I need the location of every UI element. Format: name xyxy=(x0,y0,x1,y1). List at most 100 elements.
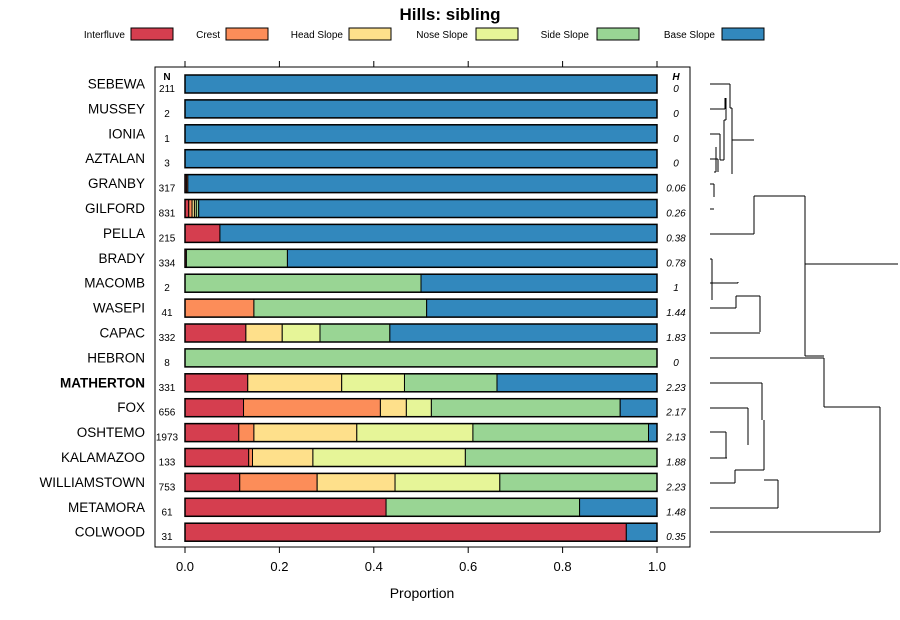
x-tick-label: 0.2 xyxy=(270,559,288,574)
legend-label: Base Slope xyxy=(664,30,716,41)
bar-segment xyxy=(319,323,391,343)
row-h-value: 0 xyxy=(673,159,679,170)
bar-outline xyxy=(184,348,658,368)
bar-segment xyxy=(316,472,396,492)
row-h-value: 1 xyxy=(673,283,679,294)
row-h-value: 1.44 xyxy=(666,308,686,319)
bar-segment xyxy=(239,472,318,492)
row-label: AZTALAN xyxy=(85,151,145,166)
bar-segment xyxy=(426,298,658,318)
row-h-value: 0 xyxy=(673,84,679,95)
row-label: WASEPI xyxy=(93,301,145,316)
bar-segment xyxy=(184,522,627,542)
row-n-value: 1973 xyxy=(156,433,179,444)
bar-segment xyxy=(184,149,658,169)
legend-swatch xyxy=(475,27,519,41)
row-n-value: 211 xyxy=(159,84,175,95)
row-h-value: 2.13 xyxy=(665,433,686,444)
legend-swatch xyxy=(596,27,640,41)
bar-outline xyxy=(184,173,658,194)
row-n-value: 656 xyxy=(159,408,176,419)
chart-rows: SEBEWA 211 0 MUSSEY 2 0 IONIA 1 0 AZTALAN 3 0 GRANBY… xyxy=(39,74,686,543)
bar-outline xyxy=(184,124,658,144)
bar-segment xyxy=(579,497,658,517)
bar-segment xyxy=(184,74,658,94)
row-h-value: 2.23 xyxy=(665,482,686,493)
x-tick-label: 0.6 xyxy=(459,559,477,574)
row-label: MATHERTON xyxy=(60,375,145,390)
bar-segment xyxy=(405,398,432,418)
x-axis: 0.0 0.2 0.4 0.6 0.8 1.0 xyxy=(176,61,666,574)
bar-segment xyxy=(403,373,498,393)
row-h-value: 1.48 xyxy=(666,507,686,518)
row-label: GRANBY xyxy=(88,176,145,191)
bar-segment xyxy=(184,273,422,293)
row-n-value: 133 xyxy=(159,458,176,469)
row-n-value: 332 xyxy=(159,333,176,344)
legend-swatch xyxy=(721,27,765,41)
bar-segment xyxy=(394,472,501,492)
row-n-value: 215 xyxy=(159,233,176,244)
x-axis-label: Proportion xyxy=(390,585,455,601)
legend-label: Nose Slope xyxy=(416,30,468,41)
row-h-value: 0.06 xyxy=(666,184,686,195)
chart-title: Hills: sibling xyxy=(399,5,500,24)
bar-segment xyxy=(248,448,253,467)
bar-segment xyxy=(648,423,658,443)
row-n-value: 2 xyxy=(164,109,170,120)
bar-segment xyxy=(341,373,405,393)
row-h-value: 1.83 xyxy=(666,333,686,344)
bar-segment xyxy=(184,298,255,318)
row-n-value: 61 xyxy=(161,507,173,518)
bar-segment xyxy=(251,448,314,467)
bar-outline xyxy=(184,248,658,269)
row-n-value: 31 xyxy=(161,532,173,543)
bar-segment xyxy=(184,472,241,492)
bar-segment xyxy=(420,273,658,293)
row-n-value: 317 xyxy=(159,184,176,195)
x-tick-label: 0.0 xyxy=(176,559,194,574)
row-label: METAMORA xyxy=(68,500,145,515)
bar-outline xyxy=(184,99,658,119)
bar-segment xyxy=(238,423,255,443)
bar-outline xyxy=(184,323,658,343)
bar-segment xyxy=(379,398,407,418)
row-label: COLWOOD xyxy=(75,525,145,540)
bar-outline xyxy=(184,397,658,418)
row-label: WILLIAMSTOWN xyxy=(39,475,145,490)
x-tick-label: 1.0 xyxy=(648,559,666,574)
row-n-value: 2 xyxy=(164,283,170,294)
bar-outline xyxy=(184,198,658,219)
row-h-value: 2.23 xyxy=(665,383,686,394)
row-h-value: 0.38 xyxy=(666,233,686,244)
bar-segment xyxy=(184,99,658,119)
row-label: CAPAC xyxy=(99,326,145,341)
n-column-header: N xyxy=(163,72,170,83)
x-tick-label: 0.8 xyxy=(554,559,572,574)
legend-label: Side Slope xyxy=(541,30,590,41)
bar-segment xyxy=(430,398,621,418)
legend: Interfluve Crest Head Slope Nose Slope Side … xyxy=(84,27,765,41)
row-h-value: 0 xyxy=(673,109,679,120)
row-h-value: 0 xyxy=(673,358,679,369)
row-label: MUSSEY xyxy=(88,101,145,116)
bar-segment xyxy=(625,522,658,542)
legend-swatch xyxy=(130,27,174,41)
bar-segment xyxy=(187,174,658,194)
plot-frame xyxy=(154,66,691,548)
bar-outline xyxy=(184,447,658,468)
bar-segment xyxy=(184,124,658,144)
legend-swatch xyxy=(225,27,269,41)
bar-segment xyxy=(219,223,658,243)
bar-outline xyxy=(184,522,658,542)
bar-segment xyxy=(385,497,581,517)
row-n-value: 831 xyxy=(159,209,176,220)
bar-segment xyxy=(184,423,240,443)
row-label: OSHTEMO xyxy=(77,425,145,440)
bar-outline xyxy=(184,422,658,443)
row-label: HEBRON xyxy=(87,350,145,365)
row-h-value: 1.88 xyxy=(666,458,686,469)
bar-outline xyxy=(184,497,658,518)
bar-segment xyxy=(184,448,250,467)
